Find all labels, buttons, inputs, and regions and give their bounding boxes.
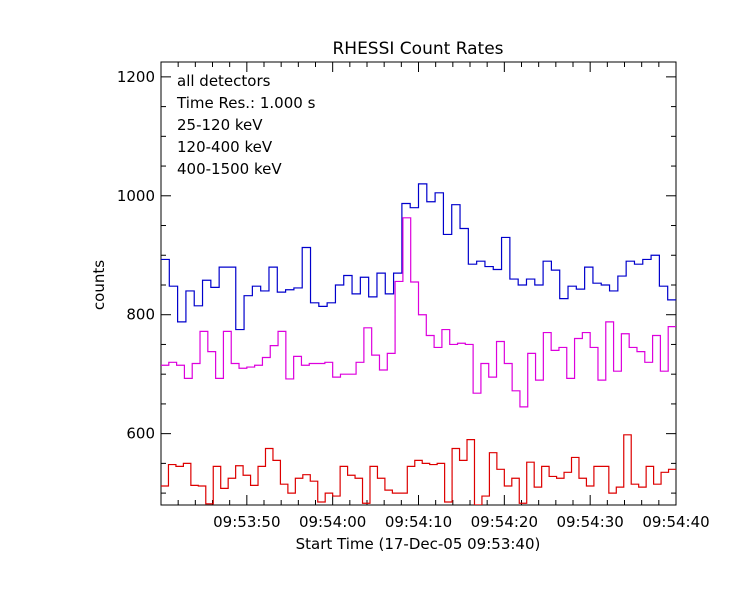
annotation-all-detectors: all detectors <box>177 72 271 90</box>
x-axis: 09:53:50 09:54:00 09:54:10 09:54:20 09:54:30… <box>160 62 710 531</box>
series-line-25-120-kev <box>161 183 676 331</box>
x-tick-label: 09:53:50 <box>213 513 280 531</box>
x-axis-label: Start Time (17-Dec-05 09:53:40) <box>296 535 541 553</box>
x-tick-label: 09:54:00 <box>299 513 366 531</box>
annotation-time-resolution: Time Res.: 1.000 s <box>176 94 316 112</box>
x-tick-label: 09:54:10 <box>385 513 452 531</box>
y-tick-label: 600 <box>126 425 155 443</box>
y-tick-label: 1000 <box>117 187 155 205</box>
series-line-120-400-kev <box>161 217 676 408</box>
series-line-400-1500-kev <box>161 434 676 505</box>
y-axis: 600 800 1000 1200 <box>117 68 676 494</box>
y-tick-label: 800 <box>126 306 155 324</box>
x-tick-label: 09:54:20 <box>471 513 538 531</box>
x-tick-label: 09:54:40 <box>642 513 709 531</box>
legend-entry-400-1500-kev: 400-1500 keV <box>177 160 282 178</box>
legend-entry-25-120-kev: 25-120 keV <box>177 116 263 134</box>
y-axis-label: counts <box>90 260 108 310</box>
x-tick-label: 09:54:30 <box>556 513 623 531</box>
legend-entry-120-400-kev: 120-400 keV <box>177 138 273 156</box>
y-tick-label: 1200 <box>117 68 155 86</box>
series-layer <box>161 183 676 505</box>
chart-title: RHESSI Count Rates <box>332 39 503 59</box>
